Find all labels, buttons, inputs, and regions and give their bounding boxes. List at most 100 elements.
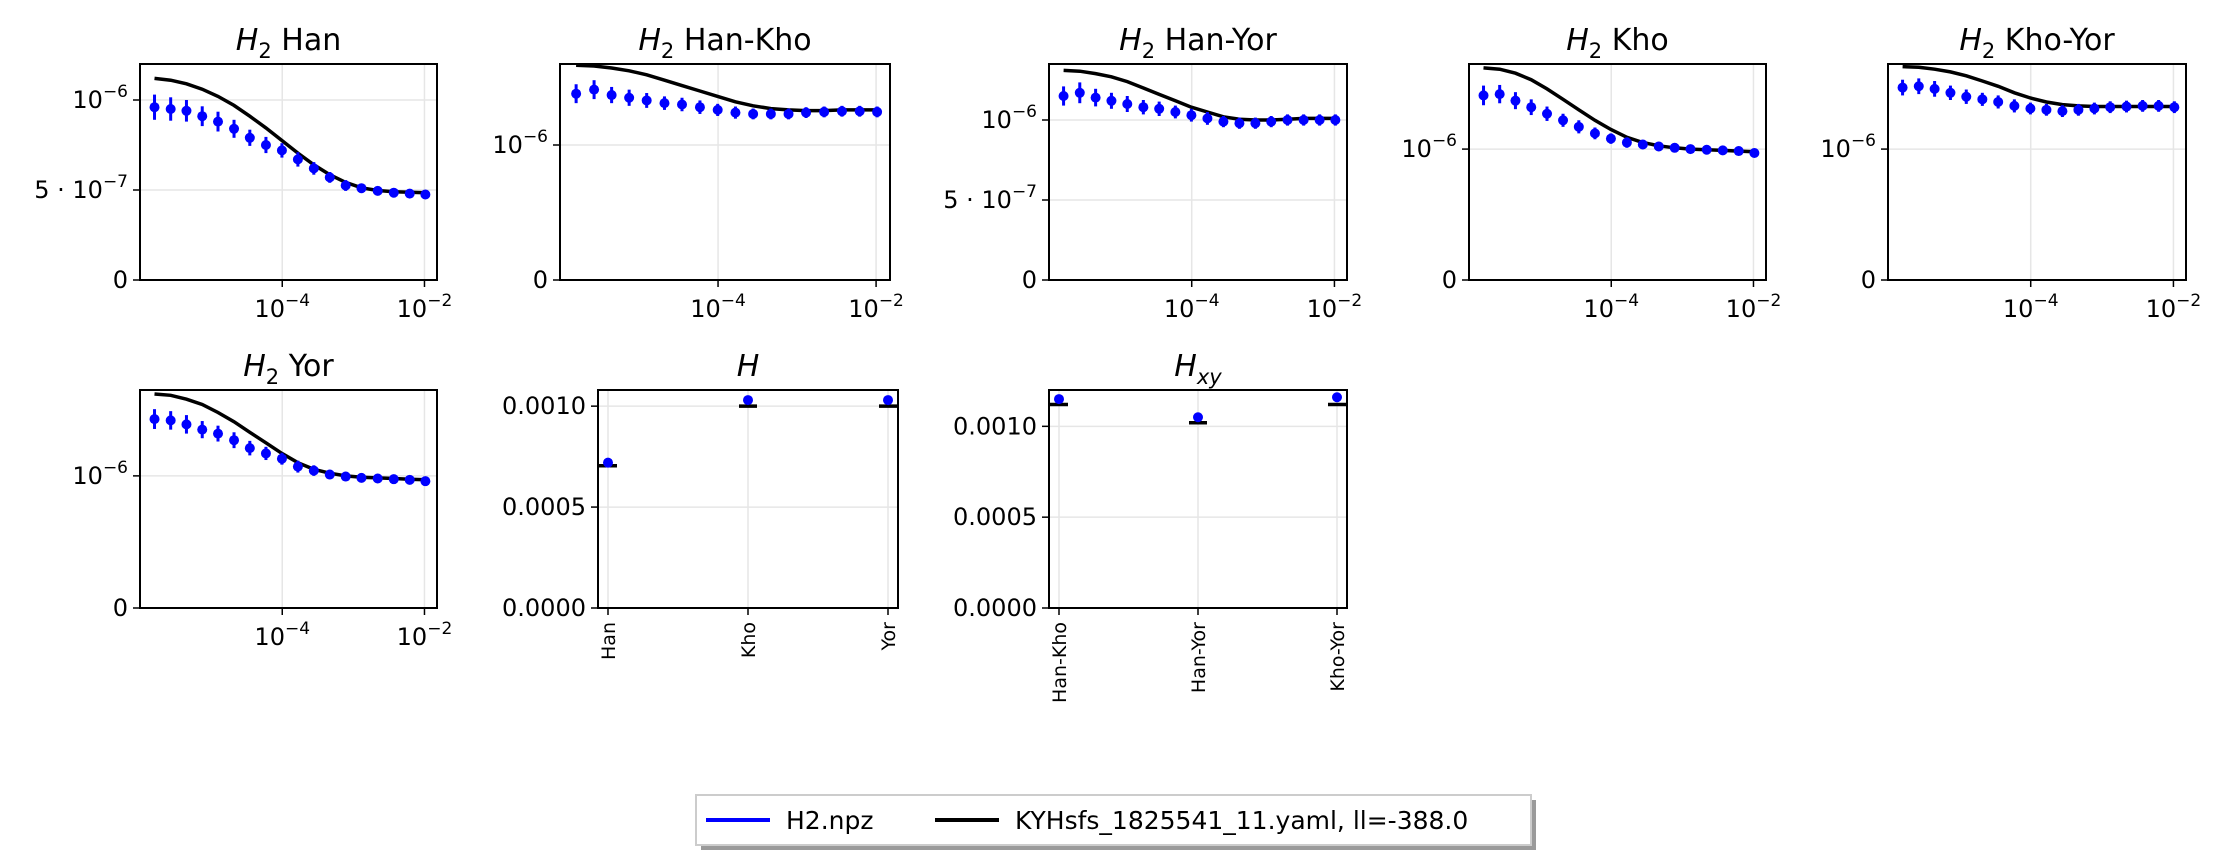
data-point — [694, 102, 705, 113]
subplot-3: 0 5 · 10−7 10−6 10−4 10−2 H2 Han-Yor — [943, 23, 1362, 323]
data-point — [783, 108, 794, 119]
model-line — [1902, 64, 2175, 109]
data-point — [197, 424, 208, 435]
data-point — [1733, 146, 1744, 157]
data-point — [836, 106, 847, 117]
x-tick-label: 10−4 — [1164, 291, 1220, 323]
data-point — [181, 105, 192, 116]
data-point — [1669, 142, 1680, 153]
x-tick-label: 10−4 — [254, 619, 310, 651]
data-point — [1332, 392, 1342, 403]
panel-title: H — [737, 349, 760, 384]
data-point — [2025, 103, 2036, 114]
data-point — [260, 448, 271, 459]
data-point — [854, 106, 865, 117]
data-point — [1298, 115, 1309, 125]
data-point — [340, 471, 351, 482]
data-point — [388, 474, 399, 485]
subplot-1: 0 5 · 10−7 10−6 10−4 10−2 H2 Han — [34, 23, 452, 323]
y-tick-label: 0 — [1861, 266, 1876, 294]
data-point — [1193, 412, 1203, 423]
data-point — [748, 108, 759, 119]
data-point — [1122, 99, 1133, 109]
data-point — [149, 414, 160, 425]
data-point — [1993, 96, 2004, 107]
data-point — [603, 457, 613, 468]
data-point — [229, 435, 240, 446]
axes-frame — [139, 63, 438, 281]
data-point — [1234, 118, 1245, 129]
data-point — [730, 107, 741, 118]
data-point — [308, 163, 319, 174]
data-point — [404, 474, 415, 485]
data-point — [1701, 144, 1712, 155]
data-point — [1913, 81, 1924, 92]
data-point — [356, 472, 367, 483]
data-point — [1637, 139, 1648, 150]
subplot-grid: 0 5 · 10−7 10−6 10−4 10−2 H2 Han 0 10−6 10−4 10−2… — [34, 23, 2201, 703]
model-line — [154, 76, 426, 195]
panel-title: H2 Kho — [1566, 23, 1669, 63]
data-point — [1653, 141, 1664, 152]
panel-title: H2 Yor — [243, 349, 334, 389]
data-point — [1605, 133, 1616, 144]
data-point — [388, 187, 399, 198]
y-tick-label: 0.0010 — [953, 412, 1037, 440]
model-line — [1483, 66, 1755, 154]
x-tick-label: 10−4 — [1583, 291, 1639, 323]
legend-label-model: KYHsfs_1825541_11.yaml, ll=-388.0 — [1015, 806, 1468, 835]
data-point — [165, 104, 176, 114]
data-point — [149, 102, 160, 113]
y-tick-label: 0.0005 — [502, 493, 586, 521]
data-point — [1170, 107, 1181, 117]
data-point — [2089, 103, 2100, 114]
data-point — [276, 145, 287, 156]
data-point — [2009, 100, 2020, 111]
data-point — [2105, 102, 2116, 113]
y-tick-label: 10−6 — [981, 102, 1037, 134]
data-point — [308, 465, 319, 476]
axes-frame — [139, 389, 438, 609]
data-point — [165, 415, 176, 426]
data-point — [1961, 91, 1972, 102]
data-point — [1266, 116, 1277, 127]
x-tick-label: Kho — [738, 622, 760, 658]
panel-title: Hxy — [1174, 349, 1222, 389]
data-point — [1154, 103, 1165, 114]
axes-frame — [559, 63, 891, 281]
x-tick-label: 10−2 — [848, 291, 904, 323]
x-tick-label: Yor — [878, 622, 900, 652]
x-tick-label: 10−2 — [1726, 291, 1782, 323]
data-point — [1510, 95, 1521, 106]
subplot-5: 0 10−6 10−4 10−2 H2 Kho-Yor — [1820, 23, 2201, 323]
data-point — [589, 84, 600, 95]
y-tick-label: 0 — [533, 266, 548, 294]
data-point — [292, 461, 303, 472]
data-point — [1282, 115, 1293, 125]
data-point — [1054, 394, 1064, 405]
data-point — [1945, 87, 1956, 98]
data-point — [1929, 83, 1940, 94]
data-point — [1186, 110, 1197, 121]
data-point — [1314, 115, 1325, 125]
x-tick-label: Kho-Yor — [1327, 622, 1349, 692]
model-line — [154, 392, 426, 482]
data-point — [1749, 148, 1760, 159]
x-tick-label: 10−2 — [397, 619, 453, 651]
data-point — [883, 395, 893, 406]
subplot-4: 0 10−6 10−4 10−2 H2 Kho — [1401, 23, 1781, 323]
y-tick-label: 5 · 10−7 — [34, 172, 128, 204]
y-tick-label: 0 — [1022, 266, 1037, 294]
data-point — [1717, 145, 1728, 156]
data-point — [213, 428, 224, 439]
x-tick-label: 10−2 — [1307, 291, 1363, 323]
data-point — [1558, 115, 1569, 126]
data-point — [641, 95, 652, 106]
data-point — [181, 419, 192, 430]
data-point — [340, 180, 351, 191]
data-point — [420, 476, 431, 487]
data-point — [2041, 104, 2052, 115]
data-point — [1542, 108, 1553, 119]
data-point — [1478, 90, 1489, 101]
